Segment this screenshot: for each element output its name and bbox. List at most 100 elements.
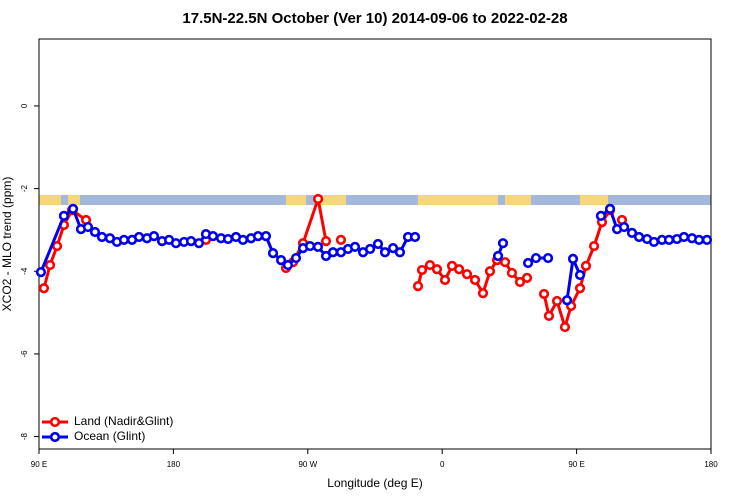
land-band — [318, 195, 346, 205]
y-tick-label: -4 — [20, 267, 29, 275]
data-point — [58, 210, 70, 221]
map-strip — [39, 195, 711, 205]
legend-label: Ocean (Glint) — [74, 429, 145, 443]
x-tick-label: 90 W — [298, 460, 317, 469]
data-point — [44, 259, 56, 271]
data-point — [51, 240, 63, 252]
data-point — [89, 226, 101, 238]
y-tick-label: -8 — [20, 432, 29, 440]
x-tick-label: 0 — [440, 460, 445, 469]
data-point — [424, 259, 436, 271]
data-point — [335, 234, 347, 245]
data-point — [237, 234, 249, 245]
data-point — [522, 257, 534, 269]
data-point — [409, 231, 421, 243]
data-point — [595, 210, 607, 221]
data-point — [551, 295, 563, 307]
data-point — [431, 264, 443, 275]
data-point — [484, 266, 496, 277]
x-tick-label: 90 E — [31, 460, 47, 469]
data-point — [67, 203, 79, 214]
data-point — [469, 274, 481, 286]
data-point — [394, 247, 406, 258]
data-point — [313, 193, 324, 205]
data-point — [38, 283, 50, 294]
data-point — [379, 247, 391, 258]
land-band — [68, 195, 80, 205]
data-point — [648, 236, 660, 248]
data-point — [567, 253, 579, 264]
land-band — [505, 195, 531, 205]
data-point — [626, 227, 638, 238]
data-point — [282, 259, 294, 271]
data-point — [618, 221, 630, 233]
data-point — [96, 231, 108, 243]
data-point — [514, 276, 526, 288]
data-point — [678, 231, 690, 243]
legend-marker — [49, 416, 61, 428]
data-point — [701, 234, 713, 245]
data-point — [506, 267, 518, 279]
data-point — [387, 243, 399, 254]
data-point — [461, 269, 473, 280]
data-point — [499, 257, 511, 268]
data-point — [416, 264, 428, 276]
data-point — [439, 274, 451, 286]
data-point — [559, 321, 571, 333]
y-tick-label: -6 — [20, 350, 29, 358]
data-point — [530, 252, 542, 264]
x-axis-label: Longitude (deg E) — [327, 476, 422, 490]
data-point — [521, 272, 533, 283]
data-point — [312, 241, 324, 252]
data-point — [412, 281, 424, 292]
data-point — [633, 231, 645, 243]
y-tick-label: -2 — [20, 185, 29, 193]
legend-marker — [49, 431, 61, 443]
data-point — [260, 231, 272, 242]
y-axis-label: XCO2 - MLO trend (ppm) — [0, 177, 14, 312]
data-point — [320, 236, 332, 247]
data-point — [693, 234, 705, 245]
data-point — [267, 247, 279, 259]
data-point — [290, 252, 302, 264]
data-point — [185, 236, 197, 247]
data-point — [453, 264, 465, 275]
data-point — [364, 243, 376, 255]
data-point — [492, 250, 504, 262]
data-point — [170, 238, 182, 249]
data-point — [372, 238, 384, 250]
land-band — [286, 195, 306, 205]
data-point — [275, 255, 287, 266]
data-point — [561, 295, 573, 306]
data-point — [477, 288, 489, 299]
data-point — [543, 310, 555, 322]
plot-frame — [38, 38, 712, 450]
data-point — [35, 267, 47, 278]
land-band — [580, 195, 608, 205]
data-point — [497, 238, 509, 249]
data-point — [222, 233, 234, 245]
data-point — [574, 269, 586, 281]
data-point — [663, 234, 675, 245]
data-point — [327, 247, 339, 258]
land-band — [39, 195, 61, 205]
data-point — [588, 240, 600, 252]
x-tick-label: 180 — [704, 460, 718, 469]
data-point — [133, 231, 145, 243]
data-point — [304, 240, 316, 252]
chart-title: 17.5N-22.5N October (Ver 10) 2014-09-06 … — [182, 10, 567, 27]
data-point — [349, 241, 361, 252]
data-point — [193, 238, 205, 249]
ocean-band — [39, 195, 711, 205]
data-point — [542, 252, 554, 264]
data-point — [252, 231, 264, 242]
legend-label: Land (Nadir&Glint) — [74, 414, 173, 428]
data-point — [574, 283, 586, 294]
data-point — [580, 260, 592, 272]
data-point — [118, 234, 130, 245]
data-point — [538, 288, 550, 300]
data-point — [82, 221, 94, 233]
data-point — [148, 231, 160, 242]
data-point — [604, 203, 616, 214]
